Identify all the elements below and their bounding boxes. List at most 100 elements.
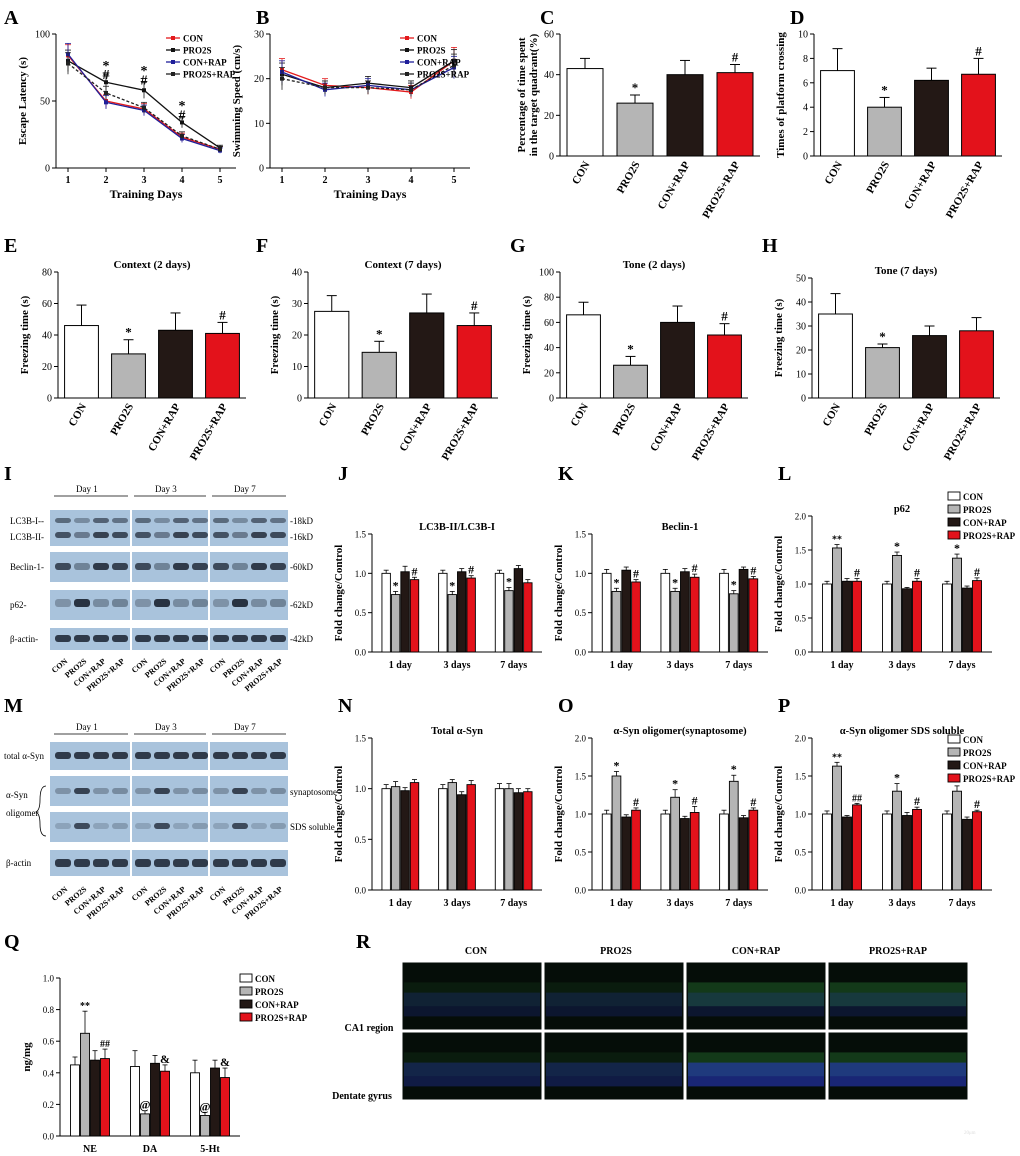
micro-tile xyxy=(543,961,685,1031)
legend-label: CON xyxy=(255,974,276,984)
chart-A-ylabel: Escape Latency (s) xyxy=(17,57,29,145)
x-category-label: PRO2S xyxy=(862,402,890,438)
significance-mark: * xyxy=(672,575,678,589)
chart-N-ytick-label: 1.5 xyxy=(355,734,367,744)
panel-label-a: A xyxy=(4,7,19,29)
blot-i-band xyxy=(173,518,189,523)
significance-mark: # xyxy=(974,797,980,811)
legend-marker xyxy=(171,36,175,40)
chart-G-ytick-label: 80 xyxy=(544,293,554,304)
bar-CON+RAP xyxy=(158,329,193,399)
blot-i-kd-42: -42kD xyxy=(290,634,313,644)
significance-mark: * xyxy=(393,578,399,592)
legend-swatch xyxy=(239,1012,253,1022)
blot-m-band xyxy=(135,859,151,867)
chart-N: 0.0 0.5 1.0 1.5 Fold change/Control Total α-S… xyxy=(333,726,542,909)
blot-i-band xyxy=(74,635,90,642)
chart-F: 0 10 20 30 40 Freezing time (s) Context (7 day… xyxy=(269,259,498,463)
x-category-label: 3 days xyxy=(444,660,471,671)
chart-H: 0 10 20 30 40 50 Freezing time (s) Tone (7 days… xyxy=(773,265,1000,463)
blot-m-band xyxy=(135,823,151,829)
bar-7 days-CON+RAP xyxy=(513,568,524,653)
chart-K-title: Beclin-1 xyxy=(662,522,699,533)
bar-1 day-CON+RAP xyxy=(621,569,632,653)
bar-CON+RAP xyxy=(912,335,947,399)
legend-marker xyxy=(405,60,409,64)
significance-mark: * xyxy=(103,59,110,74)
bar-1 day-CON xyxy=(381,572,391,653)
chart-B-ytick-label: 0 xyxy=(259,164,264,175)
legend-swatch xyxy=(947,747,961,757)
chart-L-ytick-label: 2.0 xyxy=(795,512,807,522)
bar-1 day-PRO2S+RAP xyxy=(852,580,862,653)
significance-mark: & xyxy=(160,1052,170,1066)
panel-label-n: N xyxy=(338,695,353,717)
x-category-label: PRO2S xyxy=(864,160,892,196)
blot-m-band xyxy=(112,752,128,759)
bar-CON+RAP xyxy=(914,79,949,157)
significance-mark: # xyxy=(721,309,728,324)
micro-row-dg: Dentate gyrus xyxy=(332,1091,392,1102)
significance-mark: # xyxy=(732,50,739,65)
bar-CON+RAP xyxy=(666,74,704,157)
panel-label-d: D xyxy=(790,7,804,29)
significance-mark: # xyxy=(914,794,920,808)
data-point xyxy=(180,133,184,138)
bar-NE-CON+RAP xyxy=(90,1059,100,1137)
bar-3 days-PRO2S+RAP xyxy=(689,576,700,653)
x-category-label: PRO2S xyxy=(610,402,638,438)
bar-7 days-CON+RAP xyxy=(738,568,749,653)
micro-signal-blue xyxy=(688,1062,824,1087)
blot-m-row-total: total α-Syn xyxy=(4,751,44,761)
chart-O-ytick-label: 0.0 xyxy=(575,886,587,896)
bar-3 days-CON+RAP xyxy=(457,571,467,653)
micro-signal-green xyxy=(404,1052,540,1077)
significance-mark: * xyxy=(632,80,639,95)
legend-label: CON+RAP xyxy=(183,58,227,68)
blot-m-band xyxy=(251,859,267,867)
bar-7 days-PRO2S xyxy=(504,788,514,891)
blot-i-band xyxy=(270,518,286,523)
blot-i-band xyxy=(192,599,208,607)
bar-3 days-CON+RAP xyxy=(680,818,690,891)
blot-m-band xyxy=(232,752,248,759)
blot-i-band xyxy=(55,532,71,538)
blot-m-band xyxy=(251,752,267,759)
bar-1 day-PRO2S+RAP xyxy=(631,809,641,891)
blot-i-band xyxy=(213,599,229,607)
legend-label: PRO2S xyxy=(963,748,992,758)
blot-m-band xyxy=(93,788,109,794)
chart-K-ytick-label: 1.0 xyxy=(575,569,587,579)
chart-A-xtick-label: 3 xyxy=(142,175,147,186)
bar-1 day-CON xyxy=(822,583,832,653)
chart-B-xtick-label: 5 xyxy=(452,175,457,186)
legend-label: CON+RAP xyxy=(963,518,1007,528)
blot-i-kd-16: -16kD xyxy=(290,532,313,542)
bar-1 day-PRO2S xyxy=(832,547,842,653)
bar-7 days-PRO2S+RAP xyxy=(972,811,982,891)
significance-mark: # xyxy=(750,563,756,577)
bar-3 days-CON+RAP xyxy=(902,588,912,653)
chart-L-title: p62 xyxy=(894,504,910,515)
bar-3 days-PRO2S xyxy=(670,590,680,653)
blot-i-band xyxy=(213,518,229,523)
blot-m-band xyxy=(192,859,208,867)
x-category-label: PRO2S+RAP xyxy=(188,401,230,462)
blot-m-band xyxy=(213,788,229,794)
data-point xyxy=(104,90,108,95)
chart-B-xtick-label: 4 xyxy=(409,175,414,186)
micro-tile xyxy=(543,1031,685,1101)
blot-i-band xyxy=(154,532,170,538)
chart-L-ylabel: Fold change/Control xyxy=(773,536,785,633)
bar-3 days-PRO2S xyxy=(447,782,457,891)
bar-PRO2S xyxy=(111,353,146,399)
blot-i-band xyxy=(74,518,90,523)
micro-col-con: CON xyxy=(465,946,488,957)
chart-O-ytick-label: 1.0 xyxy=(575,810,587,820)
bar-NE-PRO2S+RAP xyxy=(100,1058,110,1137)
bar-1 day-PRO2S xyxy=(611,775,622,891)
x-category-label: CON+RAP xyxy=(397,401,434,453)
blot-m-band xyxy=(55,823,71,829)
chart-D-ytick-label: 4 xyxy=(803,103,808,114)
x-category-label: DA xyxy=(143,1144,158,1155)
